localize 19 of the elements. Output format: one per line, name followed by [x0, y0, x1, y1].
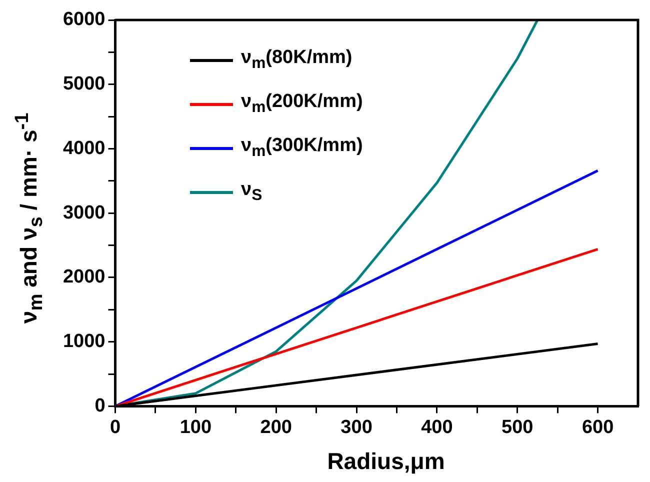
y-tick-label: 2000 [62, 266, 106, 288]
y-tick-label: 0 [94, 395, 106, 416]
y-tick-label: 4000 [62, 138, 106, 159]
legend-label: ν$_{m}$(80K/mm) [241, 47, 352, 73]
x-tick-label: 0 [110, 416, 121, 438]
y-tick-label: 1000 [62, 331, 106, 352]
x-tick-label: 200 [260, 416, 292, 438]
x-axis-title: Radius,μm [326, 448, 446, 475]
legend-label: ν$_{S}$ [241, 179, 262, 205]
legend-label: ν$_{m}$(300K/mm) [241, 135, 363, 161]
x-tick-label: 300 [340, 416, 372, 438]
y-tick-label: 6000 [62, 9, 106, 30]
x-tick-label: 100 [180, 416, 212, 438]
y-tick-label: 3000 [62, 202, 106, 224]
y-tick-label: 5000 [62, 74, 106, 95]
x-tick-label: 400 [421, 416, 453, 438]
x-tick-label: 600 [582, 416, 614, 438]
x-tick-label: 500 [502, 416, 534, 438]
legend-label: ν$_{m}$(200K/mm) [241, 91, 363, 117]
